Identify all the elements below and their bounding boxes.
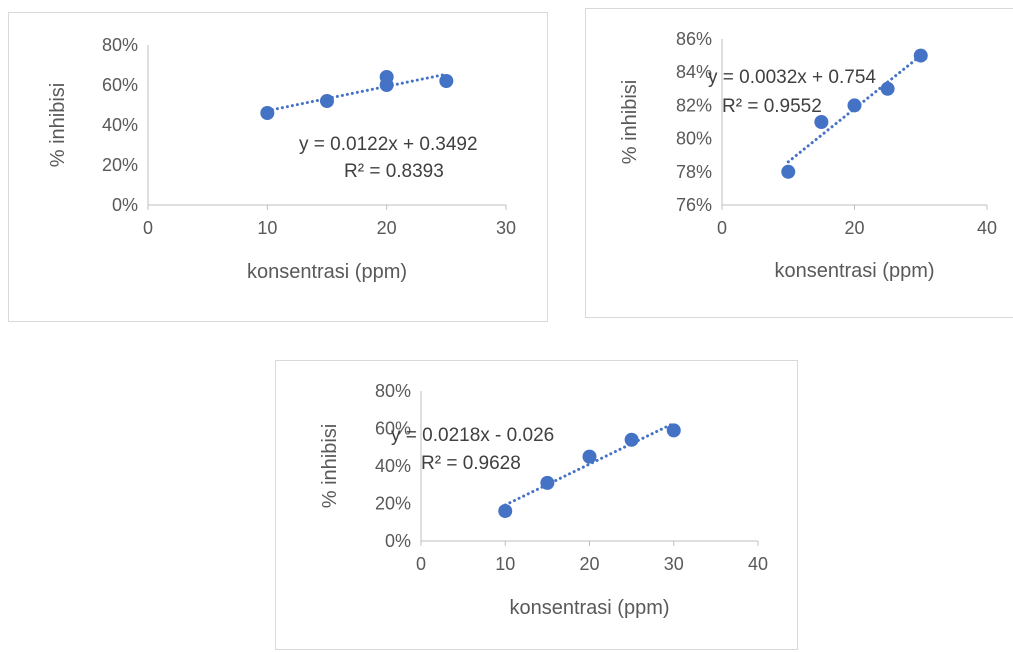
y-tick-label: 84% <box>676 62 712 82</box>
chart-3-svg: 0 10 20 30 40 0% 20% 40% 60% 80% konsentrasi (ppm)… <box>319 381 768 619</box>
x-tick-label: 20 <box>844 218 864 238</box>
chart-2-svg: 0 20 40 76% 78% 80% 82% 84% 86% konsentrasi (ppm)… <box>619 29 997 282</box>
y-tick-label: 78% <box>676 162 712 182</box>
trendline <box>503 421 676 507</box>
trendline-equation: y = 0.0122x + 0.3492 <box>299 134 478 155</box>
data-point <box>624 432 639 447</box>
y-tick-label: 40% <box>102 115 138 135</box>
x-tick-label: 0 <box>416 554 426 574</box>
x-tick-label: 40 <box>977 218 997 238</box>
trendline-equation: y = 0.0218x - 0.026 <box>391 425 554 446</box>
y-axis-title: % inhibisi <box>619 80 641 164</box>
trendline-r-squared: R² = 0.9552 <box>722 96 822 117</box>
trendline <box>786 54 923 164</box>
x-tick-label: 40 <box>748 554 768 574</box>
x-axis-title: konsentrasi (ppm) <box>509 597 669 619</box>
x-tick-label: 10 <box>257 218 277 238</box>
y-tick-label: 86% <box>676 29 712 49</box>
x-tick-label: 20 <box>579 554 599 574</box>
x-axis-title: konsentrasi (ppm) <box>247 261 407 283</box>
data-point <box>498 504 513 518</box>
y-axis-title: % inhibisi <box>47 83 69 167</box>
chart-3-panel: 0 10 20 30 40 0% 20% 40% 60% 80% konsentrasi (ppm)… <box>275 360 798 650</box>
data-point <box>582 449 597 464</box>
y-tick-label: 20% <box>375 494 411 514</box>
trendline-equation: y = 0.0032x + 0.754 <box>708 67 876 88</box>
x-tick-label: 0 <box>143 218 153 238</box>
trendline-r-squared: R² = 0.9628 <box>421 453 521 474</box>
data-point <box>379 70 394 84</box>
data-point <box>880 81 895 96</box>
x-tick-label: 0 <box>717 218 727 238</box>
y-tick-label: 0% <box>385 531 411 551</box>
chart-1-svg: 0 10 20 30 0% 20% 40% 60% 80% konsentrasi (ppm) % … <box>47 35 516 283</box>
y-tick-label: 80% <box>676 129 712 149</box>
y-tick-label: 80% <box>102 35 138 55</box>
y-tick-label: 60% <box>375 419 411 439</box>
data-point <box>814 115 829 129</box>
y-tick-label: 60% <box>102 75 138 95</box>
trendline-r-squared: R² = 0.8393 <box>344 161 444 182</box>
x-tick-label: 10 <box>495 554 515 574</box>
x-tick-label: 30 <box>664 554 684 574</box>
x-tick-label: 20 <box>377 218 397 238</box>
trendline <box>265 72 448 113</box>
x-tick-label: 30 <box>496 218 516 238</box>
y-tick-label: 82% <box>676 95 712 115</box>
x-axis-title: konsentrasi (ppm) <box>774 260 934 282</box>
chart-2-panel: 0 20 40 76% 78% 80% 82% 84% 86% konsentrasi (ppm)… <box>585 8 1013 318</box>
data-point <box>540 475 555 490</box>
y-axis-title: % inhibisi <box>319 424 341 508</box>
data-point <box>781 164 796 179</box>
data-point <box>913 48 928 63</box>
y-tick-label: 0% <box>112 195 138 215</box>
y-tick-label: 20% <box>102 155 138 175</box>
data-point <box>439 74 454 88</box>
data-point <box>320 94 334 108</box>
data-point <box>260 106 275 120</box>
chart-1-panel: 0 10 20 30 0% 20% 40% 60% 80% konsentrasi (ppm) % … <box>8 12 548 322</box>
data-point <box>666 423 681 438</box>
data-point <box>847 98 862 113</box>
y-tick-label: 76% <box>676 195 712 215</box>
y-tick-label: 80% <box>375 381 411 401</box>
y-tick-label: 40% <box>375 456 411 476</box>
